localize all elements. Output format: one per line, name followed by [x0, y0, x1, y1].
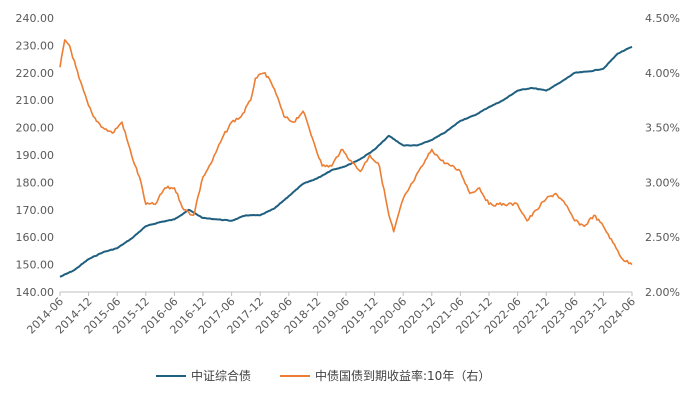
right-tick-label: 4.00%: [645, 67, 680, 80]
left-tick-label: 210.00: [16, 94, 55, 107]
left-tick-label: 240.00: [16, 12, 55, 25]
left-tick-label: 180.00: [16, 176, 55, 189]
left-tick-label: 220.00: [16, 67, 55, 80]
left-tick-label: 170.00: [16, 204, 55, 217]
left-tick-label: 230.00: [16, 39, 55, 52]
left-tick-label: 150.00: [16, 259, 55, 272]
left-axis-ticks: 140.00 150.00 160.00 170.00 180.00 190.00 200.…: [16, 12, 55, 299]
right-tick-label: 4.50%: [645, 12, 680, 25]
legend-label-composite-bond: 中证综合债: [191, 368, 251, 383]
legend-label-treasury-yield: 中债国债到期收益率:10年（右）: [315, 368, 490, 383]
right-tick-label: 3.00%: [645, 176, 680, 189]
left-tick-label: 190.00: [16, 149, 55, 162]
left-tick-label: 160.00: [16, 231, 55, 244]
right-axis-ticks: 2.00% 2.50% 3.00% 3.50% 4.00% 4.50%: [645, 12, 680, 299]
series-lines: [59, 39, 633, 278]
legend: 中证综合债 中债国债到期收益率:10年（右）: [156, 368, 490, 383]
right-tick-label: 2.50%: [645, 231, 680, 244]
x-axis-ticks: 2014-062014-122015-062015-122016-062016-…: [24, 292, 638, 337]
right-tick-label: 2.00%: [645, 286, 680, 299]
right-tick-label: 3.50%: [645, 122, 680, 135]
series-line-composite-bond: [59, 45, 633, 278]
left-tick-label: 140.00: [16, 286, 55, 299]
left-tick-label: 200.00: [16, 122, 55, 135]
series-line-treasury-yield: [59, 39, 633, 266]
